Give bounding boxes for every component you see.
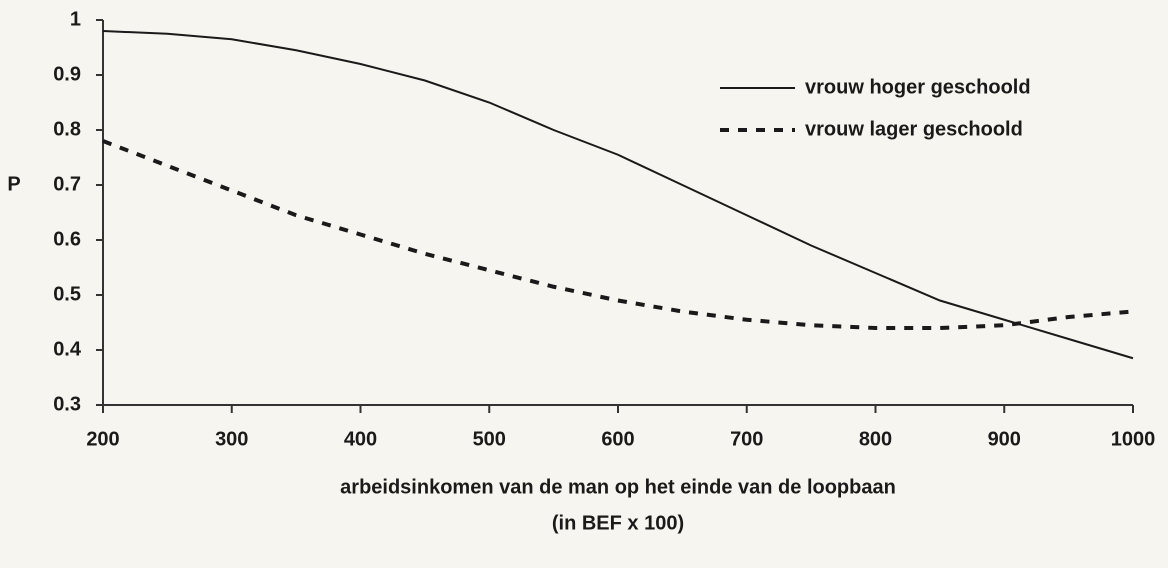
y-tick-label: 0.8 (53, 118, 81, 140)
y-tick-label: 0.6 (53, 228, 81, 250)
y-tick-label: 0.3 (53, 393, 81, 415)
x-tick-label: 1000 (1111, 428, 1156, 450)
x-tick-label: 800 (859, 428, 892, 450)
x-tick-label: 400 (344, 428, 377, 450)
y-tick-label: 0.7 (53, 173, 81, 195)
x-axis-label: arbeidsinkomen van de man op het einde v… (340, 476, 896, 498)
legend-label: vrouw hoger geschoold (805, 76, 1031, 98)
x-tick-label: 600 (601, 428, 634, 450)
x-tick-label: 300 (215, 428, 248, 450)
legend-label: vrouw lager geschoold (805, 118, 1023, 140)
x-tick-label: 700 (730, 428, 763, 450)
x-tick-label: 200 (86, 428, 119, 450)
y-tick-label: 0.5 (53, 283, 81, 305)
y-axis-label: P (7, 173, 20, 195)
x-tick-label: 500 (473, 428, 506, 450)
line (102, 30, 1134, 360)
x-tick-label: 900 (988, 428, 1021, 450)
x-axis-label: (in BEF x 100) (552, 512, 684, 534)
line (102, 139, 1134, 330)
y-tick-label: 0.9 (53, 63, 81, 85)
y-tick-label: 0.4 (53, 338, 82, 360)
y-tick-label: 1 (70, 8, 81, 30)
